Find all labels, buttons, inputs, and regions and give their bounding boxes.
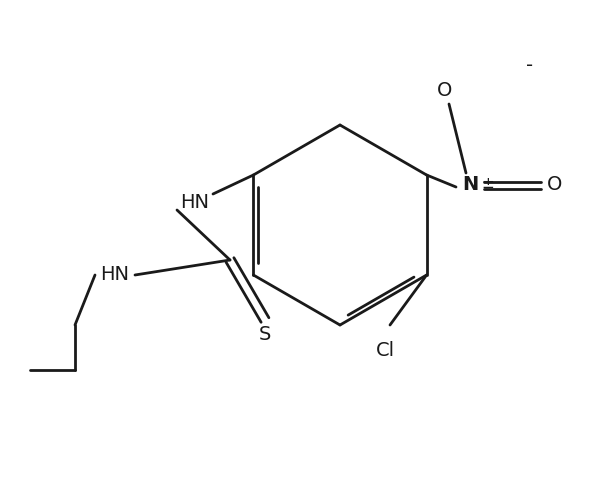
Text: HN: HN <box>100 265 130 285</box>
Text: ±: ± <box>482 176 495 191</box>
Text: N: N <box>462 176 478 194</box>
Text: S: S <box>259 325 271 345</box>
Text: HN: HN <box>180 192 209 212</box>
Text: O: O <box>547 176 563 194</box>
Text: O: O <box>437 81 452 99</box>
Text: -: - <box>526 56 533 74</box>
Text: Cl: Cl <box>375 340 395 360</box>
